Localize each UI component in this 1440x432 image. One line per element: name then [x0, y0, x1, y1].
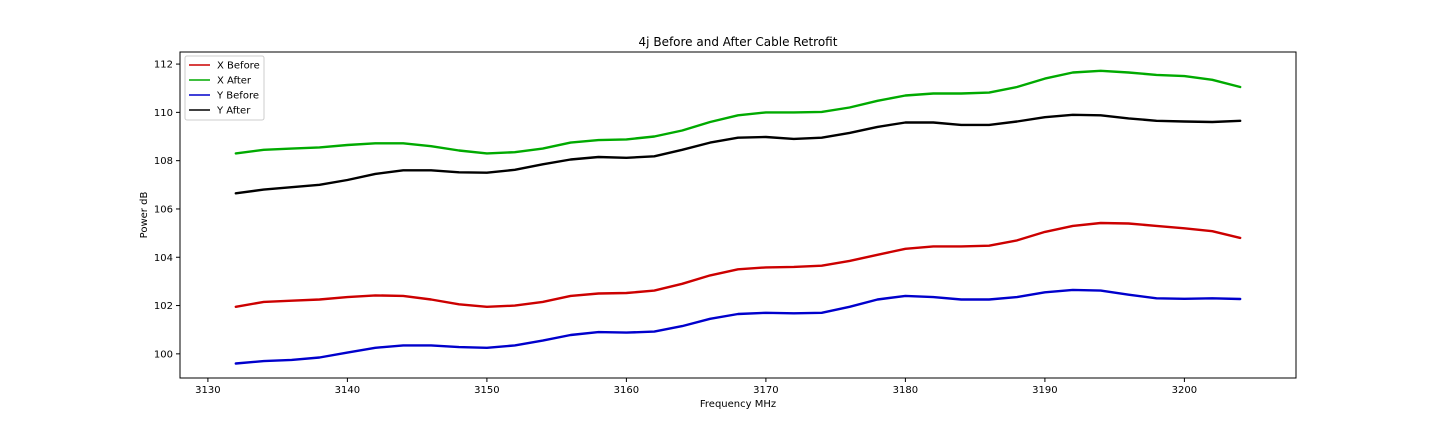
series-line-x-after — [234, 69, 1242, 155]
x-tick-label: 3140 — [335, 385, 360, 396]
x-tick-label: 3170 — [753, 385, 778, 396]
legend-label: Y After — [216, 106, 251, 117]
series-line-x-before — [234, 221, 1242, 308]
legend: X Before X After Y Before Y After — [184, 55, 265, 121]
y-axis-label: Power dB — [139, 192, 150, 239]
y-tick-label: 112 — [154, 60, 173, 71]
series-layer — [234, 69, 1242, 365]
x-tick-label: 3200 — [1172, 385, 1197, 396]
y-tick-label: 110 — [154, 108, 173, 119]
plot-area — [179, 51, 1297, 379]
x-tick-label: 3130 — [195, 385, 220, 396]
x-axis-label: Frequency MHz — [700, 399, 776, 410]
y-tick-label: 100 — [154, 349, 173, 360]
x-tick-label: 3180 — [893, 385, 918, 396]
series-line-y-before — [234, 288, 1242, 365]
y-axis-ticks: 100 102 104 106 108 110 112 — [154, 60, 180, 360]
y-tick-label: 102 — [154, 301, 173, 312]
legend-label: Y Before — [216, 91, 259, 102]
x-tick-label: 3160 — [614, 385, 639, 396]
legend-label: X After — [217, 76, 252, 87]
y-tick-label: 106 — [154, 204, 173, 215]
series-line-y-after — [234, 113, 1242, 195]
chart-title: 4j Before and After Cable Retrofit — [639, 35, 838, 49]
y-tick-label: 104 — [154, 253, 173, 264]
x-tick-label: 3190 — [1032, 385, 1057, 396]
legend-box — [184, 55, 265, 121]
x-axis-ticks: 3130 3140 3150 3160 3170 3180 3190 3200 — [195, 378, 1197, 396]
legend-label: X Before — [217, 61, 260, 72]
y-tick-label: 108 — [154, 156, 173, 167]
x-tick-label: 3150 — [474, 385, 499, 396]
